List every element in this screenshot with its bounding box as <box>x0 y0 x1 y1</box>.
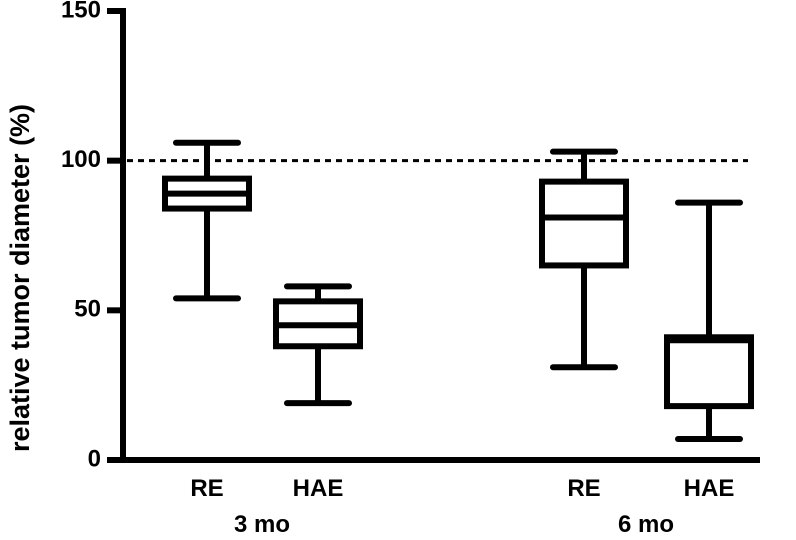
y-axis-title: relative tumor diameter (%) <box>5 104 35 452</box>
group-label: 6 mo <box>618 511 674 538</box>
y-tick-label: 100 <box>61 146 101 173</box>
category-label: RE <box>567 475 600 502</box>
boxes <box>162 139 754 443</box>
box-3-mo-HAE <box>273 283 363 407</box>
iqr-box <box>664 334 754 410</box>
category-label: HAE <box>684 475 735 502</box>
box-6-mo-HAE <box>664 199 754 443</box>
y-tick-label: 0 <box>88 445 101 472</box>
y-tick-label: 50 <box>74 296 101 323</box>
y-tick-label: 150 <box>61 0 101 23</box>
box-3-mo-RE <box>162 139 252 302</box>
iqr-box <box>539 178 629 269</box>
group-label: 3 mo <box>234 511 290 538</box>
category-label: HAE <box>293 475 344 502</box>
category-label: RE <box>190 475 223 502</box>
axes: 0 50 100 150 <box>61 0 760 472</box>
box-6-mo-RE <box>539 148 629 371</box>
